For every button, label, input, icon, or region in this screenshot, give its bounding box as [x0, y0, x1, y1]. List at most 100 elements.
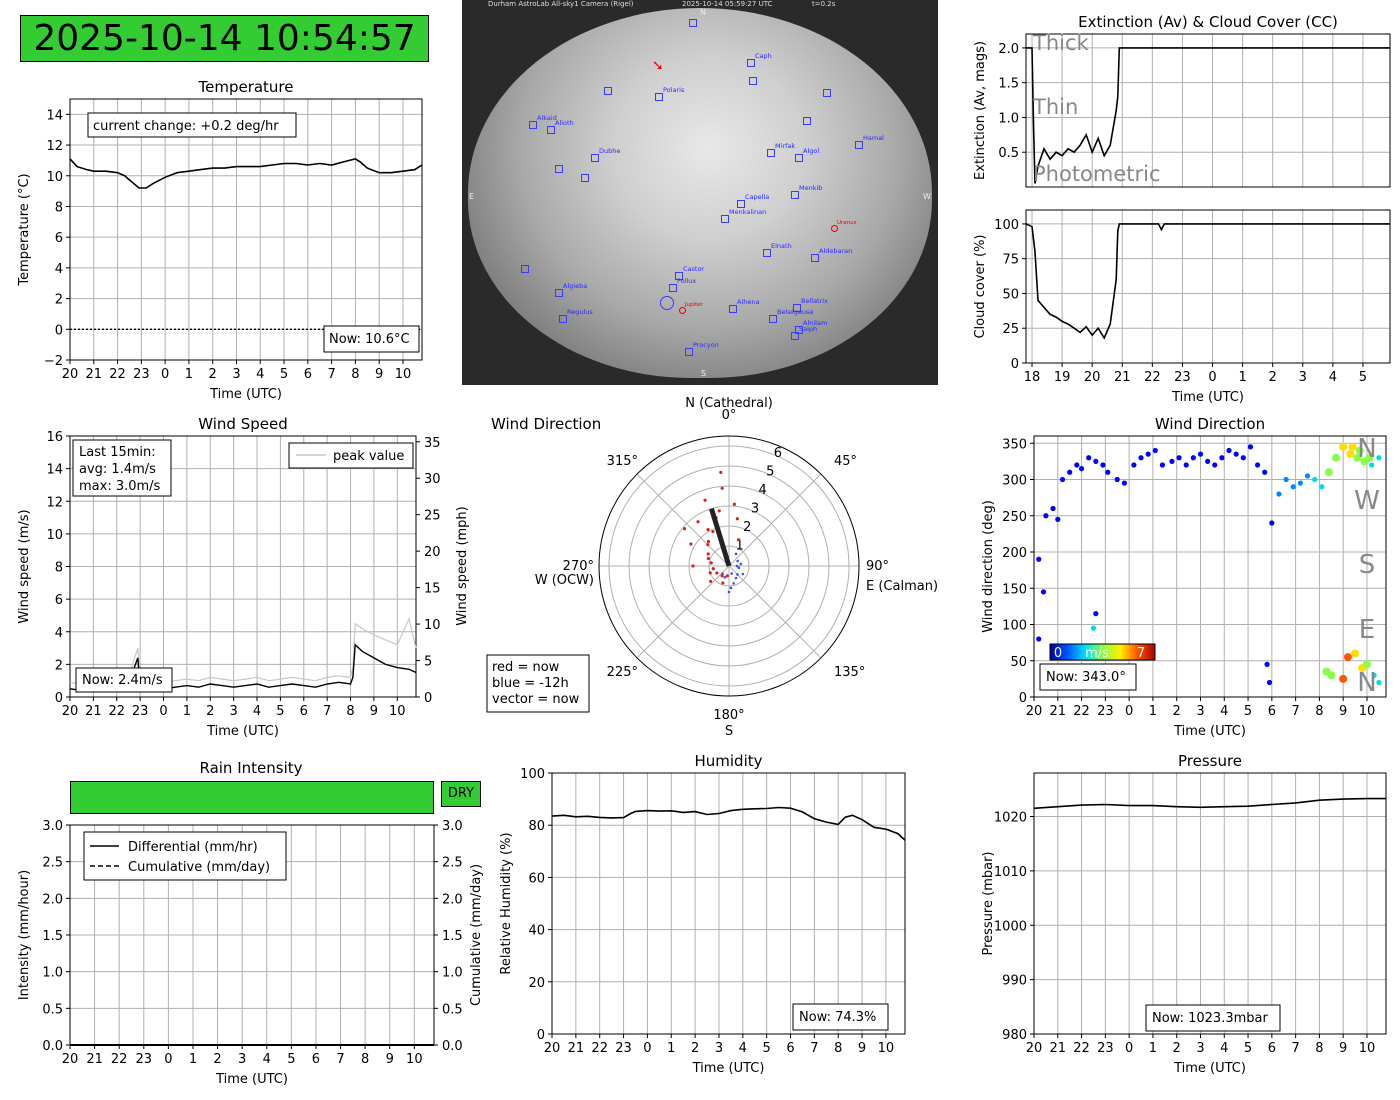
wind-speed-xtick-label: 7 [323, 704, 331, 719]
wind-speed-ytick-label: 0 [55, 691, 63, 706]
wind-dir-point [1254, 462, 1261, 468]
wind-dir-ytick-label: 350 [1002, 437, 1027, 452]
polar-point-now [689, 542, 693, 546]
polar-point-ago [723, 575, 727, 579]
extinction-series [1026, 47, 1390, 184]
planet-label: Jupiter [685, 302, 703, 308]
temperature-ytick-label: 10 [46, 170, 63, 185]
polar-legend-line: red = now [492, 660, 560, 675]
wind-dir-xtick-label: 3 [1196, 704, 1204, 719]
wind-dir-xtick-label: 1 [1149, 704, 1157, 719]
polar-point-ago [741, 572, 745, 576]
cloud-cover-xtick-label: 18 [1024, 370, 1041, 385]
wind-dir-point [1100, 462, 1106, 468]
polar-point-now [715, 571, 719, 575]
wind-dir-point [1262, 469, 1268, 475]
wind-dir-xtick-label: 21 [1050, 704, 1067, 719]
humidity-xtick-label: 9 [858, 1041, 866, 1056]
wind-dir-ytick-label: 300 [1002, 474, 1027, 489]
wind-dir-point [1067, 469, 1073, 475]
wind-dir-point [1332, 453, 1341, 462]
wind-dir-ytick-label: 0 [1019, 691, 1027, 706]
rain-right-tick-label: 0.5 [442, 1002, 463, 1017]
wind-dir-point [1276, 491, 1282, 497]
wind-speed-frame [69, 435, 417, 698]
polar-point-ago [727, 590, 731, 594]
polar-point-now [720, 574, 724, 578]
star-label: Aldebaran [819, 247, 853, 255]
temperature-now-box [323, 325, 420, 353]
polar-point-ago [736, 559, 739, 563]
rain-ytick-label: 3.0 [42, 819, 63, 834]
wind-dir-point [1226, 447, 1232, 454]
compass-w: W [923, 192, 931, 201]
rain-ylabel: Intensity (mm/hour) [17, 870, 32, 1000]
pressure-ytick-label: 1020 [994, 811, 1027, 826]
wind-dir-xtick-label: 20 [1026, 704, 1043, 719]
cloud-cover-ytick-label: 100 [994, 218, 1019, 233]
temperature-xtick-label: 0 [161, 367, 169, 382]
wind-dir-point [1059, 476, 1066, 483]
humidity-xtick-label: 4 [739, 1041, 747, 1056]
extinction-title: Extinction (Av) & Cloud Cover (CC) [1078, 13, 1338, 31]
polar-point-now [706, 552, 710, 556]
wind-dir-point [1183, 462, 1189, 468]
star-marker [763, 249, 771, 257]
wind-speed-stats-line: max: 3.0m/s [79, 479, 161, 494]
temperature-xtick-label: 4 [256, 367, 264, 382]
wind-dir-point [1319, 484, 1325, 490]
polar-point-ago [734, 576, 738, 580]
polar-point-ago [735, 564, 739, 568]
polar-spoke [728, 565, 822, 659]
sky-camera-exposure: t=0.2s [812, 0, 836, 8]
wind-dir-xtick-label: 8 [1315, 704, 1323, 719]
temperature-title: Temperature [197, 78, 293, 96]
wind-dir-xlabel: Time (UTC) [1173, 724, 1246, 739]
wind-dir-point [1233, 451, 1239, 457]
humidity-xlabel: Time (UTC) [692, 1061, 765, 1076]
wind-speed-xtick-label: 0 [159, 704, 167, 719]
pressure-xtick-label: 0 [1125, 1041, 1133, 1056]
wind-dir-point [1351, 649, 1360, 658]
wind-speed-title: Wind Speed [198, 415, 288, 433]
wind-speed-stats-line: avg: 1.4m/s [79, 462, 156, 477]
rain-xtick-label: 2 [213, 1052, 221, 1067]
wind-dir-point [1050, 505, 1056, 512]
temperature-xtick-label: 22 [109, 367, 126, 382]
wind-dir-point [1040, 589, 1047, 595]
temperature-xlabel: Time (UTC) [209, 387, 282, 402]
wind-dir-ytick-label: 250 [1002, 510, 1027, 525]
star-marker [791, 191, 799, 199]
temperature-xtick-label: 7 [327, 367, 335, 382]
polar-point-now [682, 527, 687, 531]
polar-point-ago [734, 552, 738, 556]
rain-right-tick-label: 2.5 [442, 856, 463, 871]
polar-point-now [721, 581, 725, 585]
sky-disc [468, 8, 932, 378]
star-label: Caph [755, 52, 772, 60]
polar-point-now [706, 556, 710, 561]
rain-legend-box [83, 831, 287, 881]
wind-speed-right-tick-label: 30 [424, 472, 441, 487]
wind-dir-point [1036, 556, 1042, 562]
humidity-ytick-label: 40 [528, 924, 545, 939]
star-marker [749, 77, 757, 85]
humidity-now-box [792, 1003, 889, 1031]
polar-point-now [708, 571, 712, 575]
rain-xtick-label: 4 [263, 1052, 271, 1067]
cloud-cover-ylabel: Cloud cover (%) [973, 234, 988, 338]
star-marker [793, 304, 801, 312]
rain-ytick-label: 1.0 [42, 966, 63, 981]
temperature-series [69, 158, 423, 189]
moon-marker [660, 296, 674, 310]
pressure-series [1033, 797, 1386, 810]
star-label: Hamal [863, 134, 884, 142]
rain-xtick-label: 8 [361, 1052, 369, 1067]
wind-dir-point [1371, 672, 1377, 678]
wind-dir-xtick-label: 22 [1073, 704, 1090, 719]
wind-speed-right-tick-label: 25 [424, 509, 441, 524]
polar-label-225: 225° [607, 665, 638, 680]
humidity-xtick-label: 23 [615, 1041, 632, 1056]
planet-marker [831, 225, 838, 232]
compass-s: S [701, 369, 707, 378]
